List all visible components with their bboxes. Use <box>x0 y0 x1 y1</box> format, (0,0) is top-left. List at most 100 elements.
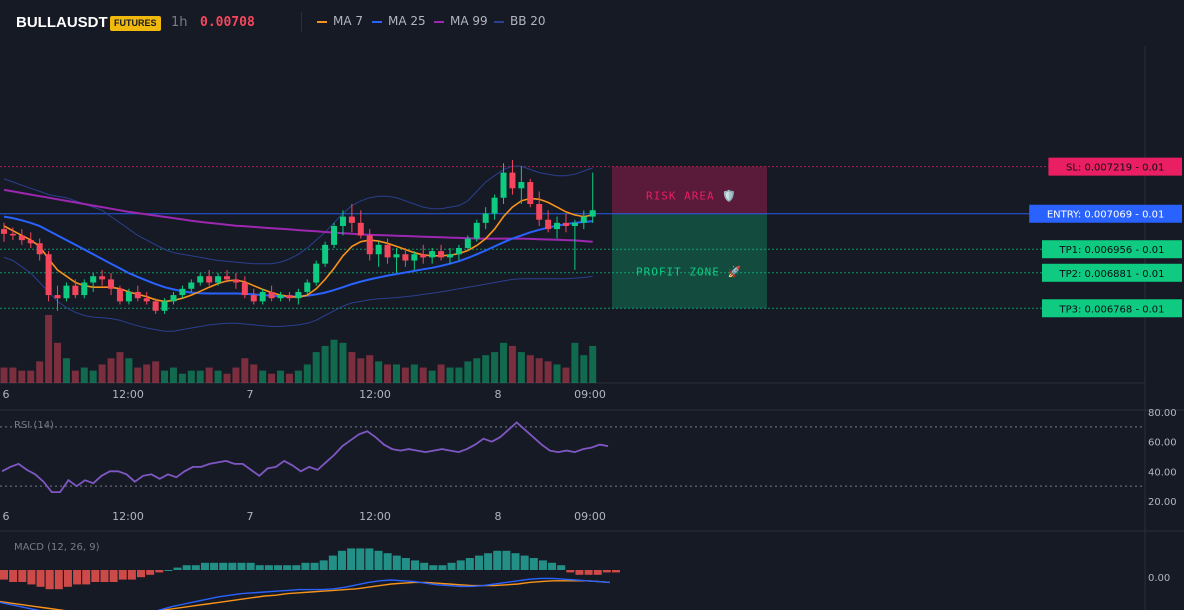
volume-bar <box>339 342 347 383</box>
volume-bar <box>482 355 490 383</box>
candle-body <box>72 285 79 296</box>
macd-hist-bar <box>401 558 410 570</box>
candle-body <box>90 276 97 283</box>
rsi-tick-label: 20.00 <box>1148 497 1177 508</box>
macd-hist-bar <box>575 570 584 575</box>
volume-bar <box>187 370 195 383</box>
candle-body <box>375 244 382 255</box>
volume-bar <box>526 355 534 383</box>
volume-bar <box>455 367 463 383</box>
macd-hist-bar <box>337 550 346 570</box>
volume-bar <box>18 370 26 383</box>
candle-body <box>562 222 569 226</box>
volume-bar <box>544 361 552 383</box>
volume-bar <box>303 364 311 383</box>
volume-bar <box>9 367 17 383</box>
level-tag-bg-4 <box>1042 299 1182 318</box>
volume-bar <box>89 370 97 383</box>
volume-bar <box>169 367 177 383</box>
macd-hist-bar <box>420 562 429 570</box>
candle-body <box>304 282 311 292</box>
candle-body <box>420 254 427 258</box>
candle-body <box>108 279 115 289</box>
legend-ma99[interactable]: MA 99 <box>434 14 488 28</box>
macd-hist-bar <box>155 570 164 573</box>
volume-bar <box>321 345 329 383</box>
candle-body <box>143 298 150 302</box>
macd-hist-bar <box>264 565 273 570</box>
volume-bar <box>535 358 543 383</box>
volume-bar <box>473 358 481 383</box>
macd-hist-bar <box>200 562 209 570</box>
macd-hist-bar <box>274 565 283 570</box>
macd-hist-bar <box>283 565 292 570</box>
x-tick-label: 12:00 <box>359 388 391 401</box>
timeframe-selector[interactable]: 1h <box>171 15 188 30</box>
candle-body <box>206 276 213 283</box>
level-tag-3: TP2: 0.006881 - 0.01 <box>1059 269 1165 280</box>
macd-hist-bar <box>365 548 374 570</box>
macd-hist-bar <box>493 550 502 570</box>
candle-body <box>589 210 596 217</box>
rsi-tick-label: 80.00 <box>1148 408 1177 419</box>
candle-body <box>384 244 391 258</box>
legend-bb20[interactable]: BB 20 <box>494 14 546 28</box>
macd-hist-bar <box>310 562 319 570</box>
rsi-tick-label: 40.00 <box>1148 467 1177 478</box>
macd-tick-label: 0.00 <box>1148 573 1170 584</box>
bb-upper-line <box>3 165 593 265</box>
x-tick-label: 8 <box>495 388 502 401</box>
macd-hist-bar <box>602 570 611 573</box>
volume-bar <box>562 367 570 383</box>
macd-hist-bar <box>146 570 155 575</box>
level-tag-0: SL: 0.007219 - 0.01 <box>1066 163 1164 174</box>
volume-bar <box>152 361 160 383</box>
candle-body <box>536 204 543 220</box>
macd-hist-bar <box>118 570 127 580</box>
macd-hist-bar <box>301 562 310 570</box>
volume-bar <box>375 361 383 383</box>
candle-body <box>295 291 302 299</box>
profit-zone-label: PROFIT ZONE 🚀 <box>636 266 742 279</box>
macd-hist-bar <box>73 570 82 585</box>
symbol-name[interactable]: BULLAUSDT <box>16 14 108 31</box>
legend-ma7[interactable]: MA 7 <box>317 14 363 28</box>
volume-bar <box>580 355 588 383</box>
candle-body <box>179 288 186 296</box>
candle-body <box>277 295 284 299</box>
macd-hist-bar <box>356 548 365 570</box>
macd-hist-bar <box>45 570 54 590</box>
legend-ma25-label: MA 25 <box>388 14 426 28</box>
ma25-line <box>3 215 593 298</box>
volume-bar <box>232 367 240 383</box>
level-tag-1: ENTRY: 0.007069 - 0.01 <box>1047 210 1165 221</box>
candle-body <box>554 222 561 230</box>
macd-hist-bar <box>0 570 8 580</box>
level-tag-bg-0 <box>1048 157 1182 176</box>
legend-ma25[interactable]: MA 25 <box>372 14 426 28</box>
volume-bar <box>312 352 320 383</box>
macd-hist-bar <box>520 555 529 570</box>
macd-hist-bar <box>447 562 456 570</box>
risk-area-zone <box>612 166 767 214</box>
macd-hist-bar <box>593 570 602 575</box>
volume-bar <box>384 364 392 383</box>
candle-body <box>393 254 400 258</box>
candle-body <box>527 182 534 205</box>
level-tag-4: TP3: 0.006768 - 0.01 <box>1059 304 1165 315</box>
legend-bb20-label: BB 20 <box>510 14 546 28</box>
volume-bar <box>330 339 338 383</box>
volume-bar <box>294 370 302 383</box>
candle-body <box>322 244 329 264</box>
macd-hist-bar <box>374 550 383 570</box>
level-tag-bg-2 <box>1042 240 1182 259</box>
volume-bar <box>508 345 516 383</box>
volume-bar <box>419 367 427 383</box>
volume-bar <box>62 358 70 383</box>
candle-body <box>348 216 355 223</box>
level-tag-bg-1 <box>1029 204 1182 223</box>
macd-hist-bar <box>127 570 136 580</box>
macd-hist-bar <box>383 553 392 570</box>
x-tick-label-rsi: 09:00 <box>574 510 606 523</box>
